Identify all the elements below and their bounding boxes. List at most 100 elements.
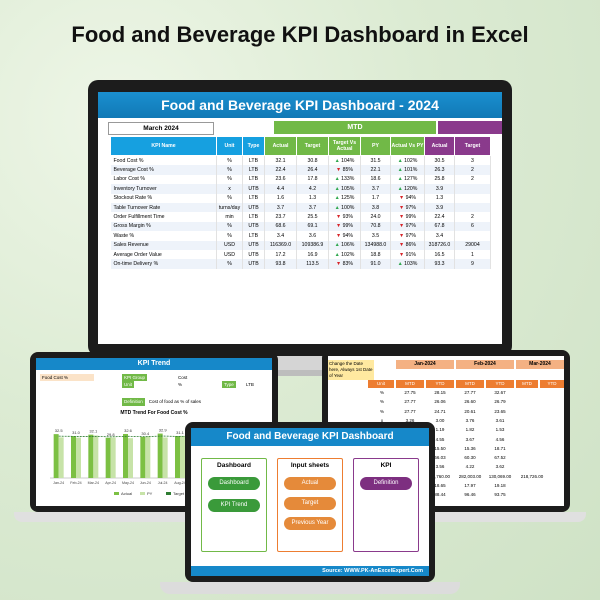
target-button[interactable]: Target: [284, 497, 336, 510]
cell-actual-vs-py: ▼ 91%: [390, 249, 425, 260]
input-cell[interactable]: 17.97: [464, 483, 476, 488]
laptop-front-base: [160, 582, 460, 594]
cell-ytd-target: [454, 231, 491, 241]
input-cell[interactable]: 3.67: [465, 436, 475, 442]
definition-label: Definition: [122, 398, 145, 406]
cell-unit: %: [216, 221, 243, 232]
input-cell[interactable]: 4.22: [465, 464, 475, 470]
input-cell[interactable]: 67.52: [494, 455, 506, 461]
input-cell[interactable]: 3.00: [435, 417, 445, 423]
dashboard-button[interactable]: Dashboard: [208, 477, 260, 490]
definition-button[interactable]: Definition: [360, 477, 412, 490]
input-cell[interactable]: 27.77: [404, 408, 416, 414]
input-cell[interactable]: 63,760.00: [429, 473, 451, 479]
cell-actual: 17.2: [264, 249, 297, 260]
input-cell[interactable]: 130,069.00: [488, 473, 512, 479]
data-label: 32.1: [89, 429, 98, 434]
input-cell[interactable]: 3.76: [465, 417, 475, 423]
input-cell[interactable]: 3.56: [435, 464, 445, 470]
cell-actual: 3.7: [264, 202, 297, 213]
input-cell[interactable]: 19.18: [494, 483, 506, 488]
bar-actual: [53, 434, 59, 478]
cell-py: 91.0: [360, 259, 391, 269]
laptop-left-base: [14, 512, 294, 522]
feb-mtd: MTD: [456, 380, 484, 388]
x-tick-label: Jul-24: [158, 481, 168, 485]
input-cell[interactable]: 26.06: [434, 399, 446, 405]
cell-py: 3.7: [360, 184, 391, 194]
arrow-up-icon: ▲: [334, 251, 342, 258]
input-cell[interactable]: 3.61: [495, 417, 505, 423]
input-cell[interactable]: 27.77: [404, 399, 416, 405]
input-cell[interactable]: 18.65: [434, 483, 446, 488]
col-ytd-target: Target: [454, 136, 491, 156]
input-cell[interactable]: 218,726.00: [520, 473, 544, 479]
cell-target-vs-actual: ▲ 100%: [328, 202, 361, 213]
arrow-up-icon: ▲: [334, 157, 342, 164]
cell-type: UTB: [242, 259, 265, 269]
input-cell[interactable]: 32.67: [494, 390, 506, 395]
x-tick-label: Jan-24: [53, 481, 64, 485]
input-cell[interactable]: 93.75: [494, 492, 506, 498]
input-cell[interactable]: 28.15: [434, 390, 446, 395]
col-target: Target: [296, 136, 329, 156]
type-label: Type: [222, 381, 236, 388]
kpi-trend-button[interactable]: KPI Trend: [208, 499, 260, 512]
input-cell[interactable]: 1.19: [435, 427, 445, 433]
kpi-select[interactable]: Food Cost %: [40, 374, 94, 381]
input-cell[interactable]: 3.62: [495, 464, 505, 470]
cell-actual: 23.7: [264, 212, 297, 222]
input-cell[interactable]: %: [379, 408, 384, 414]
nav-title: Food and Beverage KPI Dashboard: [191, 428, 429, 446]
input-cell[interactable]: %: [379, 390, 384, 395]
input-cell[interactable]: 282,003.00: [458, 473, 482, 479]
input-cell[interactable]: x: [380, 417, 384, 423]
cell-py: 3.5: [360, 231, 391, 241]
input-cell[interactable]: 20.61: [464, 408, 476, 414]
cell-ytd-target: [454, 193, 491, 203]
data-label: 31.0: [72, 430, 81, 435]
input-cell[interactable]: 24.71: [434, 408, 446, 414]
cell-py: 24.0: [360, 212, 391, 222]
input-cell[interactable]: 66.03: [434, 455, 446, 461]
x-tick-label: Apr-24: [105, 481, 116, 485]
cell-kpi-name: Table Turnover Rate: [110, 202, 217, 213]
input-cell[interactable]: %: [379, 399, 384, 405]
input-cell[interactable]: 15.50: [434, 445, 446, 451]
arrow-up-icon: ▲: [334, 242, 342, 249]
input-cell[interactable]: 96.46: [464, 492, 476, 498]
input-cell[interactable]: 26.79: [494, 399, 506, 405]
input-cell[interactable]: 88.44: [434, 492, 446, 498]
cell-unit: %: [216, 165, 243, 175]
input-cell[interactable]: 60.30: [464, 455, 476, 461]
data-label: 30.4: [141, 431, 150, 436]
cell-target: 30.8: [296, 155, 329, 166]
input-cell[interactable]: 27.77: [464, 390, 476, 395]
input-cell[interactable]: 1.53: [495, 427, 505, 433]
previous-year-button[interactable]: Previous Year: [284, 517, 336, 530]
input-cell[interactable]: 27.75: [404, 390, 416, 395]
arrow-down-icon: ▼: [399, 251, 406, 258]
kpi-trend-title: KPI Trend: [36, 358, 272, 370]
table-row: Sales Revenue USD UTB 116369.0 109386.9 ▲ 106…: [110, 240, 491, 250]
cell-ytd-target: [454, 184, 491, 194]
input-cell[interactable]: 3.26: [405, 417, 415, 423]
input-cell[interactable]: 4.55: [435, 436, 445, 442]
monitor-stand: [270, 356, 330, 372]
legend-swatch: [140, 492, 145, 495]
input-cell[interactable]: 23.65: [494, 408, 506, 414]
input-cell[interactable]: 15.36: [464, 445, 476, 451]
month-selector[interactable]: March 2024: [108, 122, 214, 135]
input-cell[interactable]: 18.71: [494, 445, 506, 451]
x-tick-label: Feb-24: [70, 481, 81, 485]
cell-actual-vs-py: ▲ 102%: [390, 155, 425, 166]
cell-ytd-target: 2: [454, 174, 491, 185]
input-cell[interactable]: 4.56: [495, 436, 505, 442]
actual-button[interactable]: Actual: [284, 477, 336, 490]
input-cell[interactable]: 26.60: [464, 399, 476, 405]
cell-ytd-target: 2: [454, 165, 491, 175]
input-cell[interactable]: 1.82: [465, 427, 475, 433]
cell-py: 18.8: [360, 249, 391, 260]
cell-unit: %: [216, 174, 243, 185]
data-label: 32.6: [124, 428, 133, 433]
